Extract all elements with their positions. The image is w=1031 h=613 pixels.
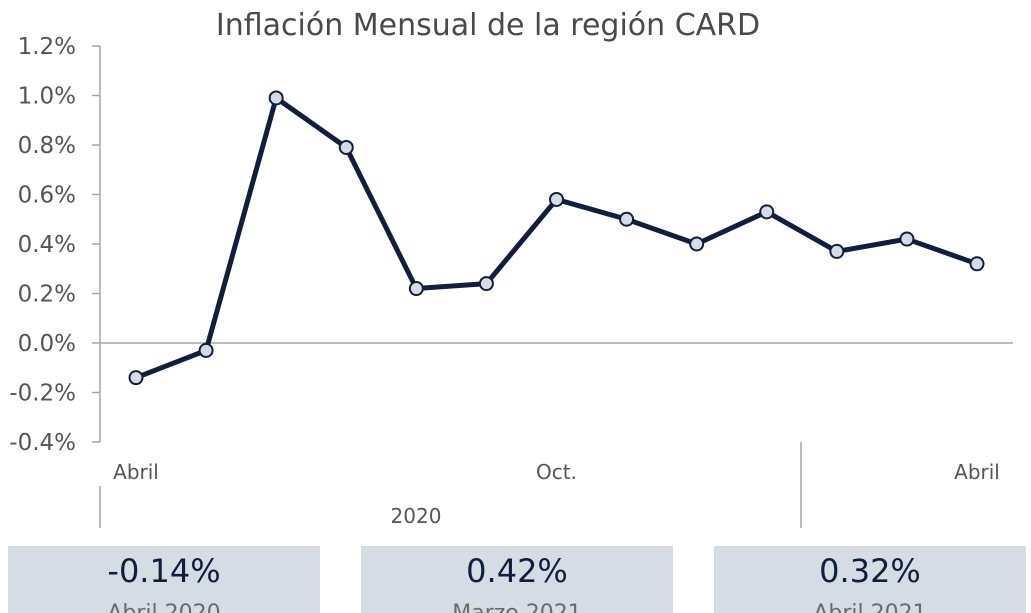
stat-box-april-2021: 0.32% Abril 2021 bbox=[714, 546, 1026, 613]
stat-box-march-2021: 0.42% Marzo 2021 bbox=[361, 546, 673, 613]
x-axis: Abril Oct. Abril 2020 bbox=[99, 342, 1013, 528]
data-point bbox=[689, 236, 705, 252]
y-tick-label: 0.0% bbox=[18, 331, 76, 357]
data-point bbox=[549, 191, 564, 207]
series-group bbox=[128, 90, 985, 386]
stat-value: 0.32% bbox=[819, 552, 921, 590]
y-tick-label: 0.6% bbox=[18, 183, 76, 209]
stat-caption: Marzo 2021 bbox=[361, 602, 673, 613]
y-tick-label: -0.2% bbox=[9, 381, 76, 407]
y-tick-label: 0.2% bbox=[18, 282, 76, 308]
x-year-label: 2020 bbox=[391, 504, 442, 528]
data-point bbox=[619, 211, 635, 227]
data-point bbox=[969, 256, 985, 272]
y-tick-label: -0.4% bbox=[9, 430, 76, 456]
data-point bbox=[268, 90, 284, 106]
data-point bbox=[899, 231, 915, 247]
y-tick-label: 0.8% bbox=[18, 133, 76, 159]
stat-box-april-2020: -0.14% Abril 2020 bbox=[8, 546, 320, 613]
series-line bbox=[135, 95, 978, 380]
data-point bbox=[759, 204, 775, 220]
stat-value: 0.42% bbox=[466, 552, 568, 590]
line-chart: Inflación Mensual de la región CARD 1.2%… bbox=[9, 8, 1013, 528]
data-point bbox=[198, 342, 214, 358]
data-point bbox=[408, 281, 424, 297]
data-point bbox=[829, 243, 845, 259]
data-point bbox=[478, 276, 494, 292]
x-category-label: Oct. bbox=[536, 460, 577, 484]
data-point bbox=[338, 139, 354, 155]
x-category-label: Abril bbox=[954, 460, 1000, 484]
y-tick-label: 1.2% bbox=[18, 34, 76, 60]
data-point bbox=[128, 370, 144, 386]
y-tick-label: 1.0% bbox=[18, 84, 76, 110]
y-axis: 1.2% 1.0% 0.8% 0.6% 0.4% 0.2% 0.0% -0.2% -0.4% bbox=[9, 34, 101, 456]
x-category-label: Abril bbox=[113, 460, 159, 484]
stat-caption: Abril 2020 bbox=[8, 602, 320, 613]
chart-title: Inflación Mensual de la región CARD bbox=[216, 8, 760, 43]
stat-caption: Abril 2021 bbox=[714, 602, 1026, 613]
stat-value: -0.14% bbox=[107, 552, 221, 590]
y-tick-label: 0.4% bbox=[18, 232, 76, 258]
